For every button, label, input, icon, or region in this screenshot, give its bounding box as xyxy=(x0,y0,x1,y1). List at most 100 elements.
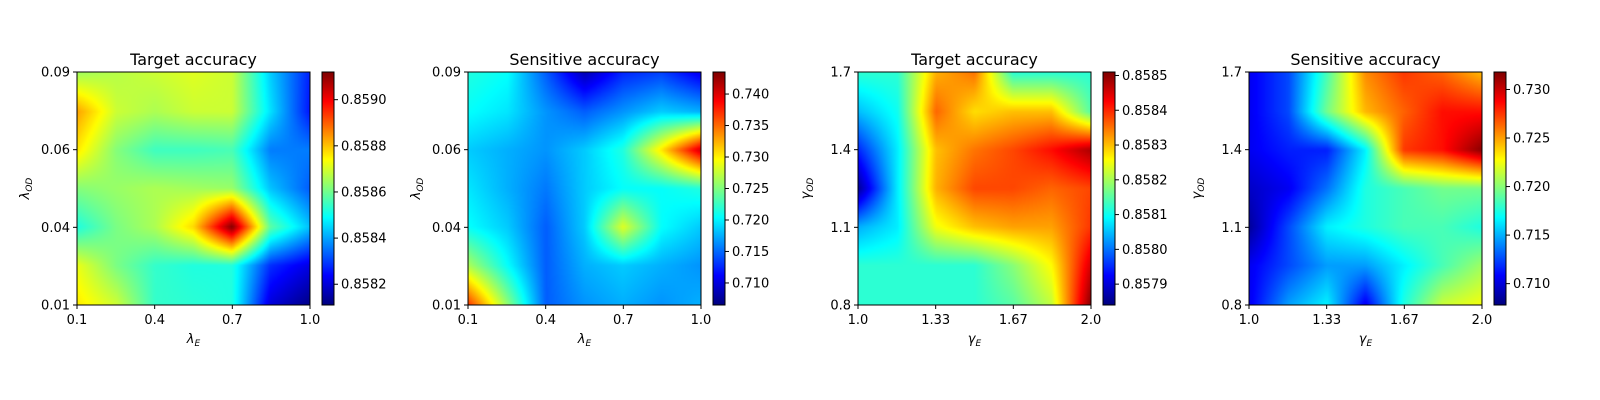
y-axis-label-base: γ xyxy=(799,190,814,199)
colorbar: 0.8579 0.8580 0.8581 0.8582 0.8583 0.8584 0.85… xyxy=(1102,69,1168,306)
y-axis-label: λOD xyxy=(18,178,35,201)
chart-title: Sensitive accuracy xyxy=(1290,50,1440,69)
x-axis-label-base: γ xyxy=(1359,332,1368,347)
y-tick-label: 0.01 xyxy=(432,299,461,314)
x-axis-label: λE xyxy=(186,332,201,349)
y-tick-label: 0.09 xyxy=(41,66,70,81)
y-tick-label: 1.1 xyxy=(830,221,851,236)
y-tick-label: 0.06 xyxy=(41,143,70,158)
colorbar-frame xyxy=(1493,71,1507,306)
x-axis-label-subscript: E xyxy=(1367,339,1373,349)
y-axis-label-subscript: OD xyxy=(25,178,35,192)
colorbar-tick-label: 0.8581 xyxy=(1122,208,1168,223)
heatmap-image xyxy=(858,72,1091,305)
heatmap-panel-4: Sensitive accuracy 1.0 1.33 1.67 2.0 0.8 1.1 1.… xyxy=(1190,50,1550,349)
x-tick-label: 1.33 xyxy=(1312,313,1341,328)
colorbar-tick-label: 0.735 xyxy=(732,119,769,134)
colorbar-frame xyxy=(1102,71,1116,306)
colorbar-tick-label: 0.715 xyxy=(1513,229,1550,244)
colorbar-tick-label: 0.8582 xyxy=(1122,173,1168,188)
colorbar-frame xyxy=(321,71,335,306)
y-tick-label: 0.04 xyxy=(432,221,461,236)
colorbar-tick-label: 0.8579 xyxy=(1122,278,1168,293)
x-tick-label: 1.0 xyxy=(848,313,869,328)
x-axis-label-base: λ xyxy=(577,332,586,347)
y-axis-label-subscript: OD xyxy=(416,178,426,192)
x-tick-label: 0.1 xyxy=(458,313,479,328)
y-tick-label: 0.8 xyxy=(1221,299,1242,314)
x-axis-label-base: γ xyxy=(968,332,977,347)
colorbar-tick-label: 0.720 xyxy=(1513,180,1550,195)
y-axis-label-subscript: OD xyxy=(806,178,816,192)
colorbar-tick-label: 0.715 xyxy=(732,245,769,260)
colorbar-tick-label: 0.730 xyxy=(732,151,769,166)
x-axis-label-base: λ xyxy=(186,332,195,347)
heatmap-image xyxy=(77,72,310,305)
colorbar: 0.8582 0.8584 0.8586 0.8588 0.8590 xyxy=(321,71,387,306)
colorbar-gradient xyxy=(322,72,334,305)
colorbar-tick-label: 0.725 xyxy=(1513,132,1550,147)
colorbar: 0.710 0.715 0.720 0.725 0.730 0.735 0.740 xyxy=(712,71,769,306)
colorbar-tick-label: 0.8580 xyxy=(1122,243,1168,258)
y-axis-label-base: λ xyxy=(18,192,33,201)
y-tick-label: 1.7 xyxy=(1221,66,1242,81)
plot-frame xyxy=(467,71,702,306)
x-tick-label: 1.67 xyxy=(1390,313,1419,328)
y-tick-label: 0.04 xyxy=(41,221,70,236)
x-tick-label: 0.4 xyxy=(144,313,165,328)
colorbar-tick-label: 0.710 xyxy=(732,276,769,291)
x-axis-label: γE xyxy=(1359,332,1373,349)
chart-title: Target accuracy xyxy=(910,50,1038,69)
x-axis-label-subscript: E xyxy=(586,339,592,349)
colorbar-tick-label: 0.710 xyxy=(1513,277,1550,292)
x-tick-label: 0.7 xyxy=(613,313,634,328)
colorbar-gradient xyxy=(1103,72,1115,305)
colorbar-tick-label: 0.8588 xyxy=(341,139,387,154)
x-axis-label: λE xyxy=(577,332,592,349)
x-tick-label: 0.1 xyxy=(67,313,88,328)
x-axis-label: γE xyxy=(968,332,982,349)
chart-title: Target accuracy xyxy=(129,50,257,69)
colorbar-tick-label: 0.8583 xyxy=(1122,139,1168,154)
colorbar-tick-label: 0.8590 xyxy=(341,93,387,108)
y-tick-label: 0.8 xyxy=(830,299,851,314)
y-axis-label: λOD xyxy=(409,178,426,201)
y-axis-label-subscript: OD xyxy=(1197,178,1207,192)
chart-title: Sensitive accuracy xyxy=(509,50,659,69)
plot-frame xyxy=(857,71,1092,306)
y-axis-label-base: γ xyxy=(1190,190,1205,199)
y-tick-label: 0.06 xyxy=(432,143,461,158)
x-tick-label: 0.7 xyxy=(222,313,243,328)
colorbar-tick-label: 0.8586 xyxy=(341,185,387,200)
colorbar-gradient xyxy=(1494,72,1506,305)
x-tick-label: 1.0 xyxy=(300,313,321,328)
x-tick-label: 2.0 xyxy=(1472,313,1493,328)
x-tick-label: 1.67 xyxy=(999,313,1028,328)
heatmap-panel-2: Sensitive accuracy 0.1 0.4 0.7 1.0 0.01 0.04 0.… xyxy=(409,50,769,349)
plot-frame xyxy=(76,71,311,306)
colorbar-tick-label: 0.740 xyxy=(732,88,769,103)
x-tick-label: 1.33 xyxy=(921,313,950,328)
heatmap-image xyxy=(1249,72,1482,305)
x-tick-label: 1.0 xyxy=(691,313,712,328)
y-tick-label: 1.7 xyxy=(830,66,851,81)
colorbar-tick-label: 0.8584 xyxy=(1122,104,1168,119)
x-axis-label-subscript: E xyxy=(195,339,201,349)
x-axis-label-subscript: E xyxy=(976,339,982,349)
y-axis-label-base: λ xyxy=(409,192,424,201)
heatmap-image xyxy=(468,72,701,305)
y-tick-label: 1.4 xyxy=(1221,143,1242,158)
colorbar-tick-label: 0.725 xyxy=(732,182,769,197)
heatmap-panel-3: Target accuracy 1.0 1.33 1.67 2.0 0.8 1.1 1.4 1.… xyxy=(799,50,1168,349)
x-tick-label: 1.0 xyxy=(1239,313,1260,328)
colorbar-tick-label: 0.730 xyxy=(1513,83,1550,98)
y-axis-label: γOD xyxy=(799,178,816,200)
colorbar-tick-label: 0.8584 xyxy=(341,232,387,247)
colorbar: 0.710 0.715 0.720 0.725 0.730 xyxy=(1493,71,1550,306)
colorbar-gradient xyxy=(713,72,725,305)
y-tick-label: 1.1 xyxy=(1221,221,1242,236)
plot-frame xyxy=(1248,71,1483,306)
x-tick-label: 0.4 xyxy=(535,313,556,328)
y-tick-label: 0.01 xyxy=(41,299,70,314)
